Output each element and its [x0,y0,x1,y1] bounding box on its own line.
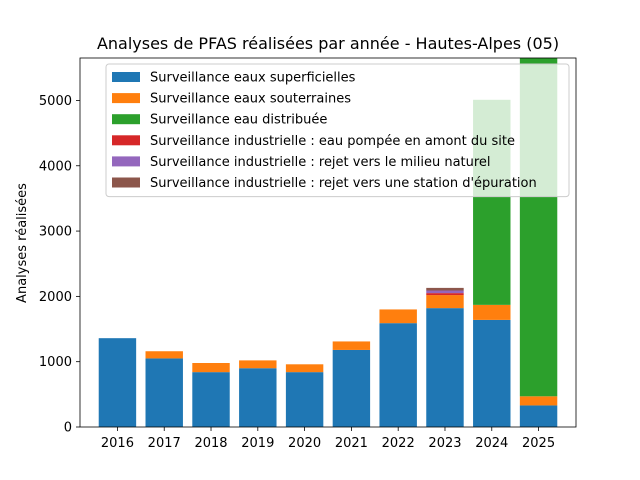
x-tick-label-2025: 2025 [522,436,555,451]
legend-swatch-5 [112,177,140,188]
axes: 0 1000 2000 3000 4000 5000 2016 2017 2018 2019 202… [39,57,577,451]
bar-segment-2019-s0 [239,368,277,427]
y-tick-label-3000: 3000 [39,225,72,240]
x-tick-label-2021: 2021 [335,436,368,451]
bar-segment-2023-s0 [426,308,464,427]
x-tick-label-2020: 2020 [288,436,321,451]
bar-segment-2022-s0 [379,323,417,427]
bar-segment-2018-s1 [192,363,230,373]
bar-segment-2017-s1 [145,351,183,359]
legend-label-2: Surveillance eau distribuée [150,113,327,128]
bar-segment-2022-s1 [379,309,417,324]
bar-segment-2019-s1 [239,360,277,369]
x-tick-label-2022: 2022 [382,436,415,451]
x-tick-label-2024: 2024 [475,436,508,451]
bar-segment-2020-s0 [285,372,324,427]
bar-segment-2023-s3 [426,293,464,296]
bar-segment-2017-s0 [145,358,183,427]
bar-segment-2023-s1 [426,295,464,309]
y-tick-label-5000: 5000 [39,94,72,109]
y-tick-label-1000: 1000 [39,355,72,370]
legend-frame [105,63,570,198]
bar-segment-2020-s1 [285,364,324,373]
legend-label-5: Surveillance industrielle : rejet vers u… [150,176,537,191]
plot-frame [79,57,577,428]
x-tick-label-2023: 2023 [428,436,461,451]
bar-segment-2025-s1 [519,396,558,406]
legend-label-0: Surveillance eaux superficielles [150,71,356,86]
chart-title: Analyses de PFAS réalisées par année - H… [97,34,559,53]
bar-segment-2021-s1 [332,341,371,350]
y-tick-label-0: 0 [64,421,72,436]
legend-label-1: Surveillance eaux souterraines [150,92,351,107]
y-tick-label-2000: 2000 [39,290,72,305]
bar-segment-2016-s0 [98,338,137,427]
legend-swatch-3 [112,135,140,146]
x-tick-label-2016: 2016 [101,436,134,451]
legend-swatch-4 [112,156,140,167]
legend-swatch-1 [112,93,140,104]
y-axis-label: Analyses réalisées [15,183,30,303]
bar-segment-2023-s4 [426,290,464,294]
y-tick-label-4000: 4000 [39,159,72,174]
bar-segment-2024-s1 [473,304,511,320]
bar-segment-2023-s5 [426,287,464,291]
legend-label-4: Surveillance industrielle : rejet vers l… [150,155,491,170]
x-tick-label-2019: 2019 [241,436,274,451]
bar-segment-2021-s0 [332,349,371,427]
x-tick-label-2017: 2017 [148,436,181,451]
legend-swatch-2 [112,114,140,125]
legend-label-3: Surveillance industrielle : eau pompée e… [150,134,515,149]
legend-swatch-0 [112,72,140,82]
bar-segment-2024-s0 [473,319,511,427]
bar-segment-2025-s0 [519,405,558,427]
x-tick-label-2018: 2018 [194,436,227,451]
legend: Surveillance eaux superficielles Surveill… [105,63,570,198]
bar-segment-2018-s0 [192,372,230,427]
